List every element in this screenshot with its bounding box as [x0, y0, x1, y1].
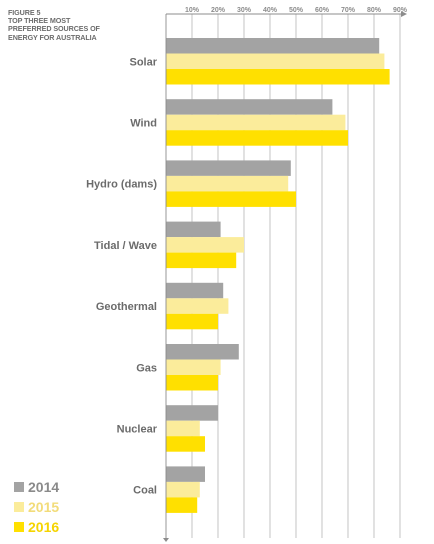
category-label-solar: Solar	[129, 56, 157, 68]
category-label-coal: Coal	[133, 485, 157, 497]
x-tick-label-10: 10%	[185, 7, 200, 14]
category-label-gas: Gas	[136, 362, 157, 374]
y-axis-arrow	[163, 538, 169, 542]
bar-solar-2015	[166, 53, 385, 69]
category-label-nuclear: Nuclear	[117, 423, 158, 435]
legend-swatch-2015	[14, 502, 24, 512]
bar-tidal-wave-2015	[166, 237, 244, 253]
bar-solar-2014	[166, 38, 380, 54]
x-tick-label-60: 60%	[315, 7, 330, 14]
bar-geothermal-2016	[166, 313, 218, 330]
x-tick-labels: 10% 20% 30% 40% 50% 60% 70% 80% 90%	[185, 7, 408, 14]
bar-gas-2016	[166, 375, 218, 391]
figure-title-line-3: ENERGY FOR AUSTRALIA	[8, 32, 97, 42]
bar-tidal-wave-2014	[166, 221, 221, 238]
category-label-tidal-wave: Tidal / Wave	[94, 240, 157, 252]
gridlines	[191, 14, 401, 538]
category-label-wind: Wind	[130, 117, 157, 129]
bar-hydro-dams-2016	[166, 191, 296, 207]
figure-caption: FIGURE 5 TOP THREE MOST PREFERRED SOURCE…	[8, 8, 158, 42]
category-labels: Solar Wind Hydro (dams) Tidal / Wave Geother…	[86, 56, 158, 496]
legend-label-2016: 2016	[28, 519, 60, 535]
legend-label-2015: 2015	[28, 499, 60, 515]
category-label-geothermal: Geothermal	[96, 301, 157, 313]
bar-nuclear-2016	[166, 436, 205, 452]
x-tick-label-80: 80%	[367, 7, 382, 14]
figure-title-line-1: TOP THREE MOST	[8, 16, 71, 26]
x-axis-arrow	[401, 11, 407, 17]
x-tick-label-40: 40%	[263, 7, 278, 14]
legend-label-2014: 2014	[28, 479, 60, 495]
legend-swatch-2016	[14, 522, 24, 532]
figure-title-line-2: PREFERRED SOURCES OF	[8, 24, 100, 34]
x-tick-label-50: 50%	[289, 7, 304, 14]
bar-coal-2015	[166, 481, 200, 498]
x-tick-label-30: 30%	[237, 7, 252, 14]
bars	[166, 38, 390, 513]
x-tick-label-70: 70%	[341, 7, 356, 14]
x-tick-label-20: 20%	[211, 7, 226, 14]
bar-nuclear-2015	[166, 420, 200, 437]
axes	[163, 11, 407, 542]
figure-number: FIGURE 5	[8, 8, 41, 17]
category-label-hydro-dams: Hydro (dams)	[86, 179, 157, 191]
bar-hydro-dams-2015	[166, 175, 289, 192]
bar-wind-2014	[166, 99, 333, 115]
bar-wind-2016	[166, 130, 348, 146]
bar-gas-2014	[166, 344, 239, 360]
bar-geothermal-2015	[166, 298, 229, 314]
bar-solar-2016	[166, 69, 390, 85]
bar-hydro-dams-2014	[166, 160, 291, 176]
bar-wind-2015	[166, 114, 346, 131]
legend-swatch-2014	[14, 482, 24, 492]
bar-tidal-wave-2016	[166, 252, 237, 269]
x-tick-label-90: 90%	[393, 7, 408, 14]
bar-nuclear-2014	[166, 405, 218, 421]
bar-gas-2015	[166, 359, 221, 375]
bar-geothermal-2014	[166, 282, 224, 299]
bar-coal-2014	[166, 466, 205, 482]
bar-coal-2016	[166, 497, 198, 513]
